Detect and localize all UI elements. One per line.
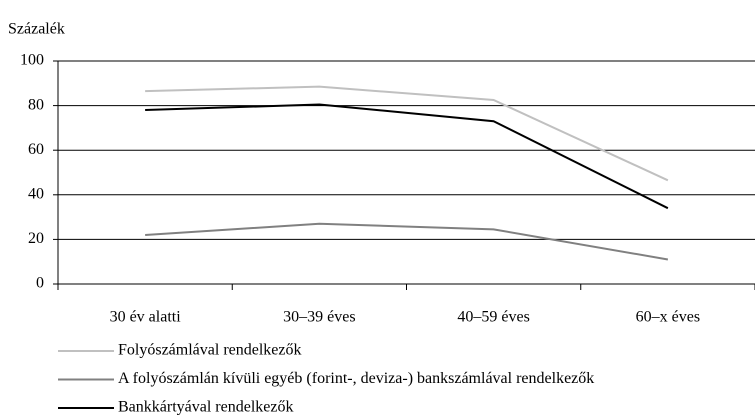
legend-label: Bankkártyával rendelkezők [118,399,293,416]
x-tick-label: 40–59 éves [457,309,529,326]
series-line [145,85,669,182]
legend-label: Folyószámlával rendelkezők [118,342,302,359]
y-tick-label: 80 [28,96,44,113]
series-line [145,222,669,261]
x-tick-label: 60–x éves [636,309,700,326]
y-tick-label: 60 [28,141,44,158]
y-axis-label: Százalék [8,21,65,38]
y-tick-label: 20 [28,230,44,247]
x-tick-label: 30–39 éves [283,309,355,326]
y-tick-label: 40 [28,185,44,202]
y-tick-label: 0 [36,275,44,292]
legend-label: A folyószámlán kívüli egyéb (forint-, de… [118,370,594,387]
series-line [145,103,669,210]
y-tick-label: 100 [20,52,44,69]
x-tick-label: 30 év alatti [110,309,182,326]
